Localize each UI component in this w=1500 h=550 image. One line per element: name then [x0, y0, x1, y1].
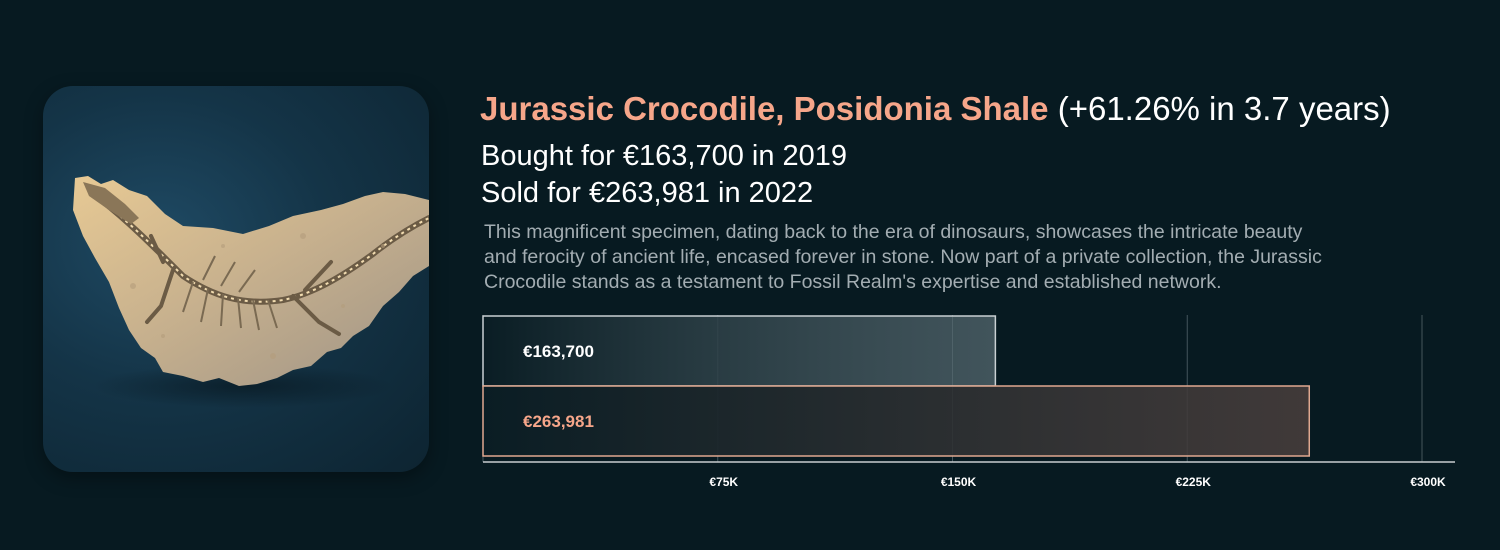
- chart-bars: [482, 315, 1311, 457]
- sold-price: Sold for €263,981 in 2022: [481, 177, 814, 209]
- page-title: Jurassic Crocodile, Posidonia Shale (+61…: [480, 88, 1391, 130]
- tick-label-3: €300K: [1410, 475, 1446, 489]
- description: This magnificent specimen, dating back t…: [484, 221, 1322, 293]
- price-comparison-chart: €75K €150K €225K €300K €163,700 €263,981: [482, 315, 1455, 489]
- fossil-image: [43, 86, 429, 472]
- x-axis-ticks: €75K €150K €225K €300K: [709, 475, 1446, 489]
- bar-labels: €163,700 €263,981: [523, 342, 594, 431]
- tick-label-2: €225K: [1176, 475, 1212, 489]
- bar-sold: [482, 385, 1311, 457]
- tick-label-0: €75K: [709, 475, 738, 489]
- gain-summary: (+61.26% in 3.7 years): [1057, 90, 1391, 127]
- bar-value-label-bought: €163,700: [523, 342, 594, 361]
- bar-value-label-sold: €263,981: [523, 412, 594, 431]
- fossil-name: Jurassic Crocodile, Posidonia Shale: [480, 90, 1049, 127]
- bought-price: Bought for €163,700 in 2019: [481, 140, 848, 172]
- fossil-crocodile-illustration: [73, 176, 429, 408]
- bar-bought: [482, 315, 997, 387]
- tick-label-1: €150K: [941, 475, 977, 489]
